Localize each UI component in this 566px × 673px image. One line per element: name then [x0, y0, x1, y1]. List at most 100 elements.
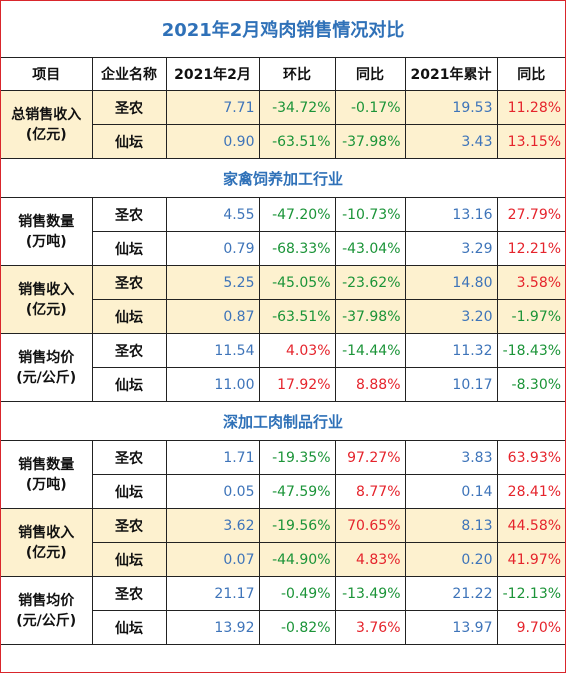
- cumulative-yoy-value: 13.15%: [496, 124, 566, 159]
- table-row: 仙坛 13.92 -0.82% 3.76% 13.97 9.70%: [1, 610, 566, 645]
- group-label-name: 销售均价: [18, 592, 75, 609]
- company-cell: 圣农: [91, 265, 167, 300]
- yoy-value: -13.49%: [334, 576, 406, 611]
- cumulative-yoy-value: 3.58%: [496, 265, 566, 300]
- company-cell: 圣农: [91, 576, 167, 611]
- feb-value: 21.17: [165, 576, 260, 611]
- feb-value: 11.00: [165, 367, 260, 402]
- group-label: 总销售收入 (亿元): [1, 90, 93, 159]
- header-row: 项目 企业名称 2021年2月 环比 同比 2021年累计 同比: [1, 57, 566, 91]
- company-cell: 仙坛: [92, 474, 167, 509]
- mom-value: -0.49%: [258, 576, 336, 611]
- cumulative-yoy-value: 12.21%: [496, 231, 566, 266]
- cumulative-yoy-value: 44.58%: [496, 508, 566, 543]
- yoy-value: -23.62%: [334, 265, 406, 300]
- cumulative-yoy-value: 28.41%: [496, 474, 566, 509]
- mom-value: -68.33%: [258, 231, 336, 266]
- yoy-value: 3.76%: [334, 610, 406, 645]
- cumulative-value: 8.13: [404, 508, 498, 543]
- cumulative-value: 0.20: [404, 542, 498, 577]
- yoy-value: -10.73%: [334, 197, 406, 232]
- cumulative-value: 14.80: [404, 265, 498, 300]
- section-title: 家禽饲养加工行业: [1, 158, 566, 198]
- mom-value: -19.35%: [258, 440, 336, 475]
- cumulative-value: 13.16: [404, 197, 498, 232]
- company-cell: 仙坛: [92, 610, 167, 645]
- cumulative-yoy-value: -18.43%: [496, 333, 566, 368]
- group-label: 销售均价 (元/公斤): [1, 333, 93, 402]
- cumulative-value: 21.22: [404, 576, 498, 611]
- mom-value: -47.59%: [258, 474, 336, 509]
- group-label-unit: (万吨): [25, 233, 67, 250]
- yoy-value: 8.88%: [334, 367, 406, 402]
- header-mom: 环比: [258, 57, 336, 91]
- group-label-unit: (万吨): [25, 476, 67, 493]
- yoy-value: -37.98%: [334, 124, 406, 159]
- cumulative-value: 10.17: [404, 367, 498, 402]
- group-label-unit: (亿元): [25, 544, 67, 561]
- cumulative-yoy-value: 63.93%: [496, 440, 566, 475]
- header-company: 企业名称: [91, 57, 167, 91]
- company-cell: 圣农: [91, 333, 167, 368]
- feb-value: 0.79: [165, 231, 260, 266]
- yoy-value: -37.98%: [334, 299, 406, 334]
- mom-value: 4.03%: [258, 333, 336, 368]
- table-row: 仙坛 0.07 -44.90% 4.83% 0.20 41.97%: [1, 542, 566, 577]
- feb-value: 5.25: [165, 265, 260, 300]
- table-row: 销售均价 (元/公斤) 圣农 21.17 -0.49% -13.49% 21.22 -12.1…: [1, 576, 566, 645]
- feb-value: 1.71: [165, 440, 260, 475]
- cumulative-value: 3.29: [404, 231, 498, 266]
- cumulative-yoy-value: 9.70%: [496, 610, 566, 645]
- company-cell: 圣农: [91, 508, 167, 543]
- cumulative-value: 3.43: [404, 124, 498, 159]
- cumulative-yoy-value: 27.79%: [496, 197, 566, 232]
- section-spacer: 深加工肉制品行业: [1, 401, 566, 441]
- group-label: 销售收入 (亿元): [1, 265, 93, 334]
- mom-value: -0.82%: [258, 610, 336, 645]
- header-yoy: 同比: [334, 57, 406, 91]
- table-row: 销售数量 (万吨) 圣农 1.71 -19.35% 97.27% 3.83 63.93%: [1, 440, 566, 509]
- group-label-unit: (元/公斤): [16, 612, 77, 629]
- mom-value: 17.92%: [258, 367, 336, 402]
- company-cell: 仙坛: [92, 124, 167, 159]
- cumulative-value: 3.20: [404, 299, 498, 334]
- section-title: 深加工肉制品行业: [1, 401, 566, 441]
- company-cell: 圣农: [91, 90, 167, 125]
- feb-value: 0.07: [165, 542, 260, 577]
- table-row: 总销售收入 (亿元) 圣农 7.71 -34.72% -0.17% 19.53 11.28%: [1, 90, 566, 159]
- cumulative-value: 0.14: [404, 474, 498, 509]
- cumulative-value: 19.53: [404, 90, 498, 125]
- feb-value: 3.62: [165, 508, 260, 543]
- mom-value: -44.90%: [258, 542, 336, 577]
- table-row: 销售收入 (亿元) 圣农 5.25 -45.05% -23.62% 14.80 3.58%: [1, 265, 566, 334]
- group-label: 销售收入 (亿元): [1, 508, 93, 577]
- cumulative-yoy-value: -1.97%: [496, 299, 566, 334]
- yoy-value: 97.27%: [334, 440, 406, 475]
- yoy-value: 70.65%: [334, 508, 406, 543]
- group-label-name: 销售数量: [18, 213, 75, 230]
- table-row: 销售数量 (万吨) 圣农 4.55 -47.20% -10.73% 13.16 27.79%: [1, 197, 566, 266]
- group-label-name: 销售收入: [18, 281, 75, 298]
- feb-value: 0.87: [165, 299, 260, 334]
- feb-value: 4.55: [165, 197, 260, 232]
- group-label-unit: (亿元): [25, 301, 67, 318]
- feb-value: 0.05: [165, 474, 260, 509]
- yoy-value: 8.77%: [334, 474, 406, 509]
- table-row: 仙坛 0.05 -47.59% 8.77% 0.14 28.41%: [1, 474, 566, 509]
- cumulative-yoy-value: 41.97%: [496, 542, 566, 577]
- feb-value: 13.92: [165, 610, 260, 645]
- header-cumulative-yoy: 同比: [496, 57, 566, 91]
- group-label-name: 销售均价: [18, 349, 75, 366]
- table-body: 2021年2月鸡肉销售情况对比 项目 企业名称 2021年2月 环比 同比 20…: [1, 1, 566, 645]
- group-label: 销售数量 (万吨): [1, 197, 93, 266]
- mom-value: -19.56%: [258, 508, 336, 543]
- yoy-value: -0.17%: [334, 90, 406, 125]
- mom-value: -63.51%: [258, 124, 336, 159]
- cumulative-yoy-value: -8.30%: [496, 367, 566, 402]
- yoy-value: -14.44%: [334, 333, 406, 368]
- header-cumulative: 2021年累计: [404, 57, 498, 91]
- cumulative-value: 3.83: [404, 440, 498, 475]
- group-label: 销售数量 (万吨): [1, 440, 93, 509]
- feb-value: 0.90: [165, 124, 260, 159]
- group-label-name: 总销售收入: [11, 106, 82, 123]
